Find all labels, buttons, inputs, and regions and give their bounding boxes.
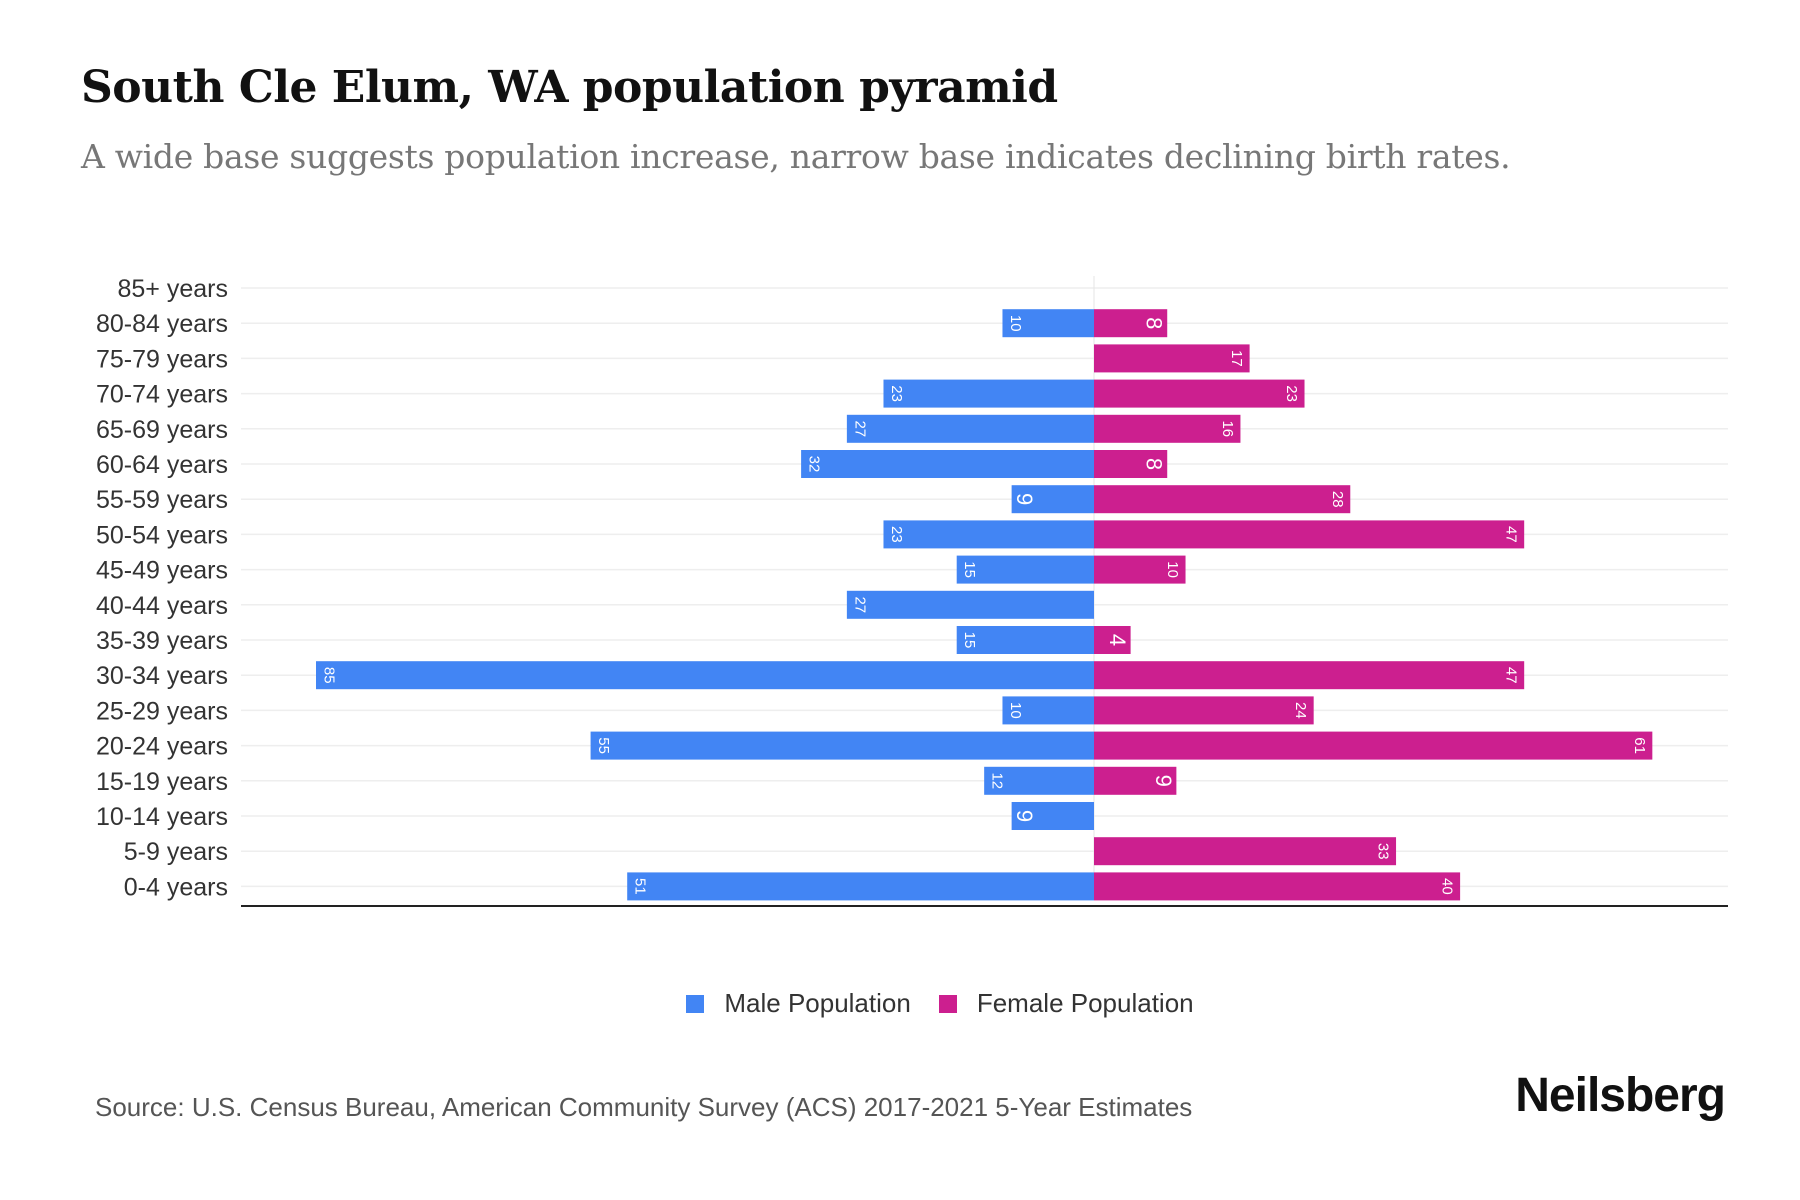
female-swatch <box>938 994 957 1013</box>
chart-title: South Cle Elum, WA population pyramid <box>81 62 1058 113</box>
female-bar <box>1094 661 1525 690</box>
data-label: 15 <box>961 561 978 578</box>
data-label: 23 <box>888 385 905 402</box>
y-tick-label: 15-19 years <box>96 768 228 796</box>
y-tick-label: 40-44 years <box>96 592 228 620</box>
male-bar <box>984 766 1094 795</box>
male-bar <box>590 731 1094 760</box>
male-bar <box>883 379 1094 408</box>
female-bar <box>1094 626 1131 654</box>
female-bar <box>1094 344 1250 373</box>
data-label: 17 <box>1228 350 1245 367</box>
legend-item-male[interactable]: Male Population <box>686 988 911 1019</box>
y-tick-label: 70-74 years <box>96 381 228 409</box>
data-label: 15 <box>961 632 978 649</box>
y-tick-label: 5-9 years <box>124 838 228 866</box>
male-swatch <box>686 994 705 1013</box>
data-label: 51 <box>632 878 649 895</box>
male-bar <box>627 872 1094 901</box>
female-bar <box>1094 766 1177 795</box>
legend: Male Population Female Population <box>0 988 1800 1019</box>
female-bar <box>1094 872 1461 901</box>
female-bar <box>1094 520 1525 549</box>
data-label: 9 <box>1151 775 1176 787</box>
chart-subtitle: A wide base suggests population increase… <box>81 137 1511 176</box>
data-label: 16 <box>1219 420 1236 437</box>
source-note: Source: U.S. Census Bureau, American Com… <box>95 1092 1193 1122</box>
data-label: 23 <box>888 526 905 543</box>
female-bar <box>1094 696 1314 725</box>
female-bar <box>1094 379 1305 408</box>
male-bar <box>1011 485 1094 514</box>
y-tick-label: 60-64 years <box>96 451 228 479</box>
female-bar <box>1094 309 1168 338</box>
male-bar <box>316 661 1094 690</box>
data-label: 24 <box>1292 702 1309 719</box>
data-label: 9 <box>1012 493 1037 505</box>
data-label: 8 <box>1142 458 1167 470</box>
data-label: 47 <box>1503 667 1520 684</box>
y-tick-label: 80-84 years <box>96 310 228 338</box>
y-tick-label: 10-14 years <box>96 803 228 831</box>
data-label: 23 <box>1283 385 1300 402</box>
male-bar <box>1002 309 1094 338</box>
female-bar <box>1094 731 1653 760</box>
male-bar <box>956 626 1094 654</box>
male-bar <box>846 590 1094 619</box>
data-label: 9 <box>1012 810 1037 822</box>
data-label: 12 <box>989 772 1006 789</box>
data-label: 10 <box>1164 561 1181 578</box>
data-label: 33 <box>1375 843 1392 860</box>
data-label: 4 <box>1105 634 1130 646</box>
female-bar <box>1094 450 1168 478</box>
data-label: 32 <box>806 456 823 473</box>
y-tick-label: 35-39 years <box>96 627 228 655</box>
brand-logo: Neilsberg <box>1515 1069 1726 1122</box>
data-label: 28 <box>1329 491 1346 508</box>
data-label: 40 <box>1439 878 1456 895</box>
female-bar <box>1094 414 1241 443</box>
data-label: 55 <box>595 737 612 754</box>
legend-label-male: Male Population <box>724 988 911 1018</box>
male-bar <box>1011 802 1094 830</box>
data-label: 27 <box>851 596 868 613</box>
y-tick-label: 20-24 years <box>96 733 228 761</box>
female-bar <box>1094 485 1351 514</box>
y-tick-label: 45-49 years <box>96 557 228 585</box>
legend-label-female: Female Population <box>976 988 1194 1018</box>
y-tick-label: 25-29 years <box>96 697 228 725</box>
y-tick-label: 50-54 years <box>96 521 228 549</box>
male-bar <box>1002 696 1094 725</box>
data-label: 85 <box>321 667 338 684</box>
y-tick-label: 75-79 years <box>96 345 228 373</box>
female-bar <box>1094 555 1186 584</box>
female-bar <box>1094 837 1397 866</box>
data-label: 27 <box>851 420 868 437</box>
male-bar <box>801 450 1094 478</box>
y-tick-label: 0-4 years <box>124 873 228 901</box>
data-label: 10 <box>1007 702 1024 719</box>
legend-item-female[interactable]: Female Population <box>938 988 1194 1019</box>
male-bar <box>846 414 1094 443</box>
male-bar <box>956 555 1094 584</box>
y-tick-label: 85+ years <box>118 275 229 303</box>
data-label: 10 <box>1007 315 1024 332</box>
y-tick-label: 30-34 years <box>96 662 228 690</box>
male-bar <box>883 520 1094 549</box>
data-label: 8 <box>1142 317 1167 329</box>
y-tick-label: 55-59 years <box>96 486 228 514</box>
data-label: 47 <box>1503 526 1520 543</box>
y-tick-label: 65-69 years <box>96 416 228 444</box>
data-label: 61 <box>1631 737 1648 754</box>
